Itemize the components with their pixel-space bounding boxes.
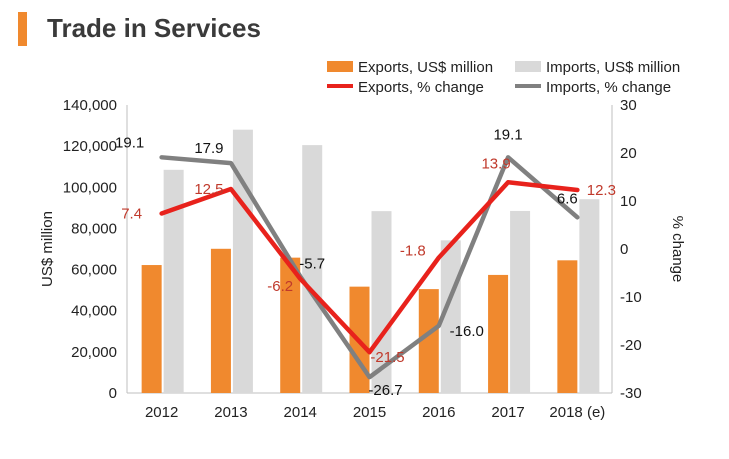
- imports-bar: [302, 145, 323, 393]
- imports-bar: [440, 240, 461, 393]
- y-tick-label: 120,000: [63, 138, 117, 155]
- imports-bar: [371, 211, 392, 393]
- page-title: Trade in Services: [47, 13, 261, 43]
- imports-bar: [163, 169, 184, 393]
- exports-bar: [280, 257, 301, 393]
- y-tick-label: 40,000: [71, 303, 117, 320]
- y-tick-label: 80,000: [71, 220, 117, 237]
- legend-label: Imports, US$ million: [546, 59, 680, 76]
- exports-bar: [488, 274, 509, 393]
- y-tick-label: 0: [109, 385, 117, 402]
- exports-change-label: 12.3: [587, 182, 616, 199]
- exports-bar: [418, 289, 439, 393]
- y-tick-label: 100,000: [63, 179, 117, 196]
- imports-change-label: 19.1: [115, 134, 144, 151]
- exports-bar: [210, 248, 231, 393]
- x-tick-label: 2014: [284, 404, 317, 421]
- y2-tick-label: 30: [620, 97, 637, 114]
- imports-change-label: 19.1: [493, 126, 522, 143]
- x-tick-label: 2013: [214, 404, 247, 421]
- imports-change-label: -26.7: [368, 382, 402, 399]
- y2-tick-label: 0: [620, 241, 628, 258]
- exports-change-label: -6.2: [267, 278, 293, 295]
- exports-change-label: 12.5: [194, 181, 223, 198]
- exports-change-label: 7.4: [121, 205, 142, 222]
- exports-bar: [141, 265, 162, 393]
- legend-swatch: [327, 61, 353, 72]
- y2-tick-label: -10: [620, 289, 642, 306]
- x-tick-label: 2018 (e): [549, 404, 605, 421]
- y-axis-title: US$ million: [39, 211, 56, 287]
- imports-bar: [510, 210, 531, 393]
- y-tick-label: 20,000: [71, 344, 117, 361]
- legend-label: Imports, % change: [546, 79, 671, 96]
- legend-label: Exports, US$ million: [358, 59, 493, 76]
- title-accent-bar: [18, 12, 27, 46]
- y-tick-label: 60,000: [71, 262, 117, 279]
- x-tick-label: 2017: [491, 404, 524, 421]
- x-tick-label: 2016: [422, 404, 455, 421]
- imports-change-label: 6.6: [557, 190, 578, 207]
- legend-label: Exports, % change: [358, 79, 484, 96]
- y-tick-label: 140,000: [63, 97, 117, 114]
- imports-bar: [579, 199, 600, 393]
- imports-change-line: [159, 155, 580, 380]
- imports-change-label: -16.0: [450, 323, 484, 340]
- exports-change-line: [159, 180, 580, 355]
- exports-bar: [557, 260, 578, 393]
- y2-tick-label: -20: [620, 337, 642, 354]
- x-tick-label: 2015: [353, 404, 386, 421]
- x-tick-label: 2012: [145, 404, 178, 421]
- y2-axis-title: % change: [669, 216, 686, 283]
- y2-tick-label: -30: [620, 385, 642, 402]
- y2-tick-label: 10: [620, 193, 637, 210]
- imports-change-label: -5.7: [299, 255, 325, 272]
- exports-change-label: -1.8: [400, 243, 426, 260]
- exports-change-label: 13.9: [481, 155, 510, 172]
- imports-change-label: 17.9: [194, 140, 223, 157]
- legend-swatch: [515, 61, 541, 72]
- y2-tick-label: 20: [620, 145, 637, 162]
- exports-change-label: -21.5: [370, 349, 404, 366]
